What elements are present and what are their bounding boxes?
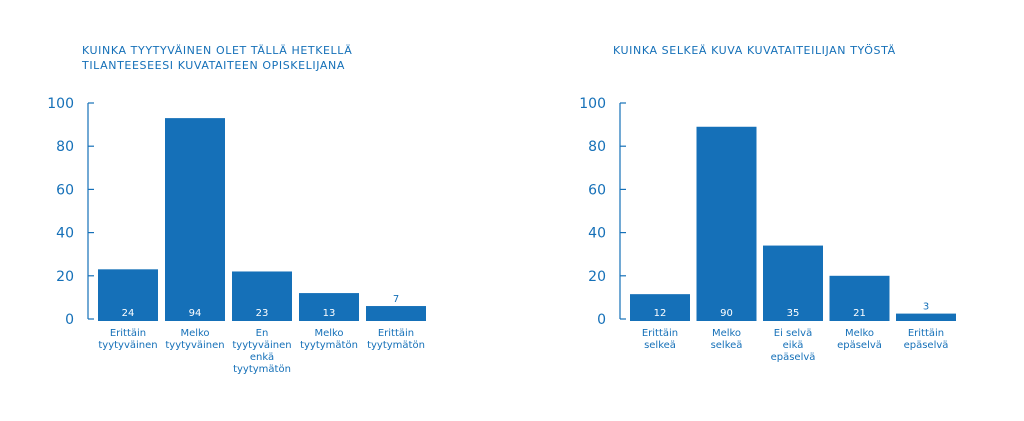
bar (165, 118, 225, 322)
bar-data-label: 12 (654, 308, 667, 319)
bar-data-label: 3 (923, 302, 929, 313)
y-tick-label: 0 (597, 312, 606, 328)
bar-data-label: 21 (853, 308, 866, 319)
chart-title-line: KUINKA SELKEÄ KUVA KUVATAITEILIJAN TYÖST… (613, 44, 896, 57)
bar-data-label: 7 (393, 294, 399, 305)
x-category-label: Ei selvä eikä epäselvä (771, 328, 816, 363)
chart-title-line: TILANTEESEESI KUVATAITEEN OPISKELIJANA (82, 59, 345, 72)
y-tick-label: 0 (65, 312, 74, 328)
bar (696, 126, 757, 321)
chart-title-line: KUINKA TYYTYVÄINEN OLET TÄLLÄ HETKELLÄ (82, 44, 353, 57)
x-category-label: Erittäin tyytymätön (367, 328, 425, 351)
y-tick-label: 60 (588, 182, 606, 198)
chart-title-clarity: KUINKA SELKEÄ KUVA KUVATAITEILIJAN TYÖST… (613, 43, 993, 58)
bar (829, 275, 890, 321)
bar (98, 269, 158, 321)
y-tick-label: 20 (588, 269, 606, 285)
y-tick-label: 100 (47, 96, 74, 112)
x-category-label: Melko tyytymätön (300, 328, 358, 351)
y-tick-label: 40 (588, 226, 606, 242)
bar (299, 293, 359, 321)
x-category-label: En tyytyväinen enkä tyytymätön (232, 328, 291, 375)
bar-data-label: 90 (720, 308, 733, 319)
y-tick-label: 100 (579, 96, 606, 112)
bar-data-label: 23 (256, 308, 269, 319)
bar-data-label: 35 (787, 308, 800, 319)
x-category-label: Erittäin epäselvä (904, 328, 949, 351)
x-category-label: Melko epäselvä (837, 328, 882, 351)
y-tick-label: 80 (588, 139, 606, 155)
x-category-label: Erittäin tyytyväinen (98, 328, 157, 351)
bar (896, 313, 956, 321)
y-tick-label: 40 (56, 226, 74, 242)
x-category-label: Melko tyytyväinen (165, 328, 224, 351)
chart-title-satisfaction: KUINKA TYYTYVÄINEN OLET TÄLLÄ HETKELLÄ T… (82, 43, 462, 73)
y-tick-label: 60 (56, 182, 74, 198)
y-tick-label: 80 (56, 139, 74, 155)
bar-data-label: 13 (323, 308, 336, 319)
y-tick-label: 20 (56, 269, 74, 285)
bar (763, 245, 823, 321)
bar (630, 294, 690, 321)
bar (366, 306, 426, 321)
x-category-label: Melko selkeä (711, 328, 743, 351)
bar (232, 271, 292, 321)
bar-data-label: 24 (122, 308, 135, 319)
bar-data-label: 94 (189, 308, 202, 319)
x-category-label: Erittäin selkeä (642, 328, 678, 351)
